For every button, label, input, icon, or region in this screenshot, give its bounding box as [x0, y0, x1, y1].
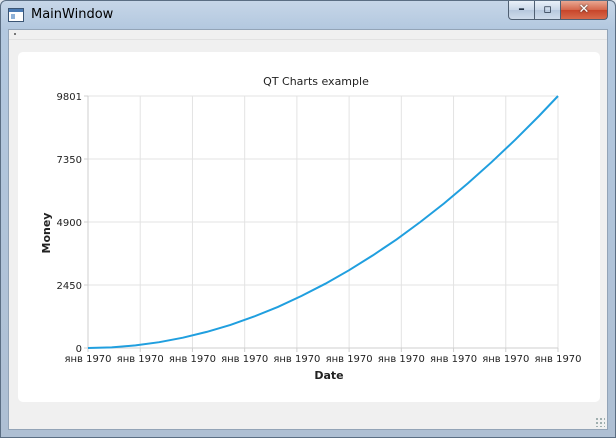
close-button[interactable]: ✕: [560, 1, 608, 20]
y-tick-label: 0: [76, 344, 82, 355]
x-tick-label: янв 1970: [378, 354, 425, 365]
x-axis-ticks: янв 1970 янв 1970 янв 1970 янв 1970 янв 1970…: [64, 354, 581, 365]
x-tick-label: янв 1970: [169, 354, 216, 365]
maximize-icon: ▫: [543, 2, 552, 17]
line-chart: QT Charts example 0 2450 4900 7350 9801 янв …: [40, 75, 582, 382]
menu-extension-icon[interactable]: [14, 33, 16, 35]
x-tick-label: янв 1970: [482, 354, 529, 365]
app-window-icon[interactable]: [8, 8, 24, 22]
close-icon: ✕: [578, 2, 590, 17]
x-tick-label: янв 1970: [534, 354, 581, 365]
x-tick-label: янв 1970: [117, 354, 164, 365]
chart-title: QT Charts example: [263, 75, 369, 88]
x-tick-label: янв 1970: [326, 354, 373, 365]
minimize-button[interactable]: –: [508, 1, 535, 20]
chart-view: QT Charts example 0 2450 4900 7350 9801 янв …: [18, 52, 600, 402]
x-axis-label: Date: [314, 369, 343, 382]
y-tick-label: 7350: [57, 155, 82, 166]
x-tick-label: янв 1970: [273, 354, 320, 365]
x-tick-label: янв 1970: [221, 354, 268, 365]
y-tick-label: 9801: [57, 92, 82, 103]
y-tick-label: 2450: [57, 281, 82, 292]
series-line: [87, 95, 559, 349]
y-tick-label: 4900: [57, 218, 82, 229]
window-title: MainWindow: [31, 7, 114, 22]
chart-grid: [84, 95, 559, 352]
status-bar: [9, 411, 607, 429]
x-tick-label: янв 1970: [64, 354, 111, 365]
maximize-button[interactable]: ▫: [534, 1, 561, 20]
client-area: QT Charts example 0 2450 4900 7350 9801 янв …: [8, 29, 608, 430]
x-tick-label: янв 1970: [430, 354, 477, 365]
y-axis-label: Money: [40, 213, 53, 254]
y-axis-ticks: 0 2450 4900 7350 9801: [57, 92, 82, 355]
title-bar[interactable]: MainWindow – ▫ ✕: [1, 1, 615, 29]
menu-bar[interactable]: [9, 30, 607, 40]
size-grip-icon[interactable]: [595, 417, 605, 427]
minimize-icon: –: [518, 2, 525, 17]
